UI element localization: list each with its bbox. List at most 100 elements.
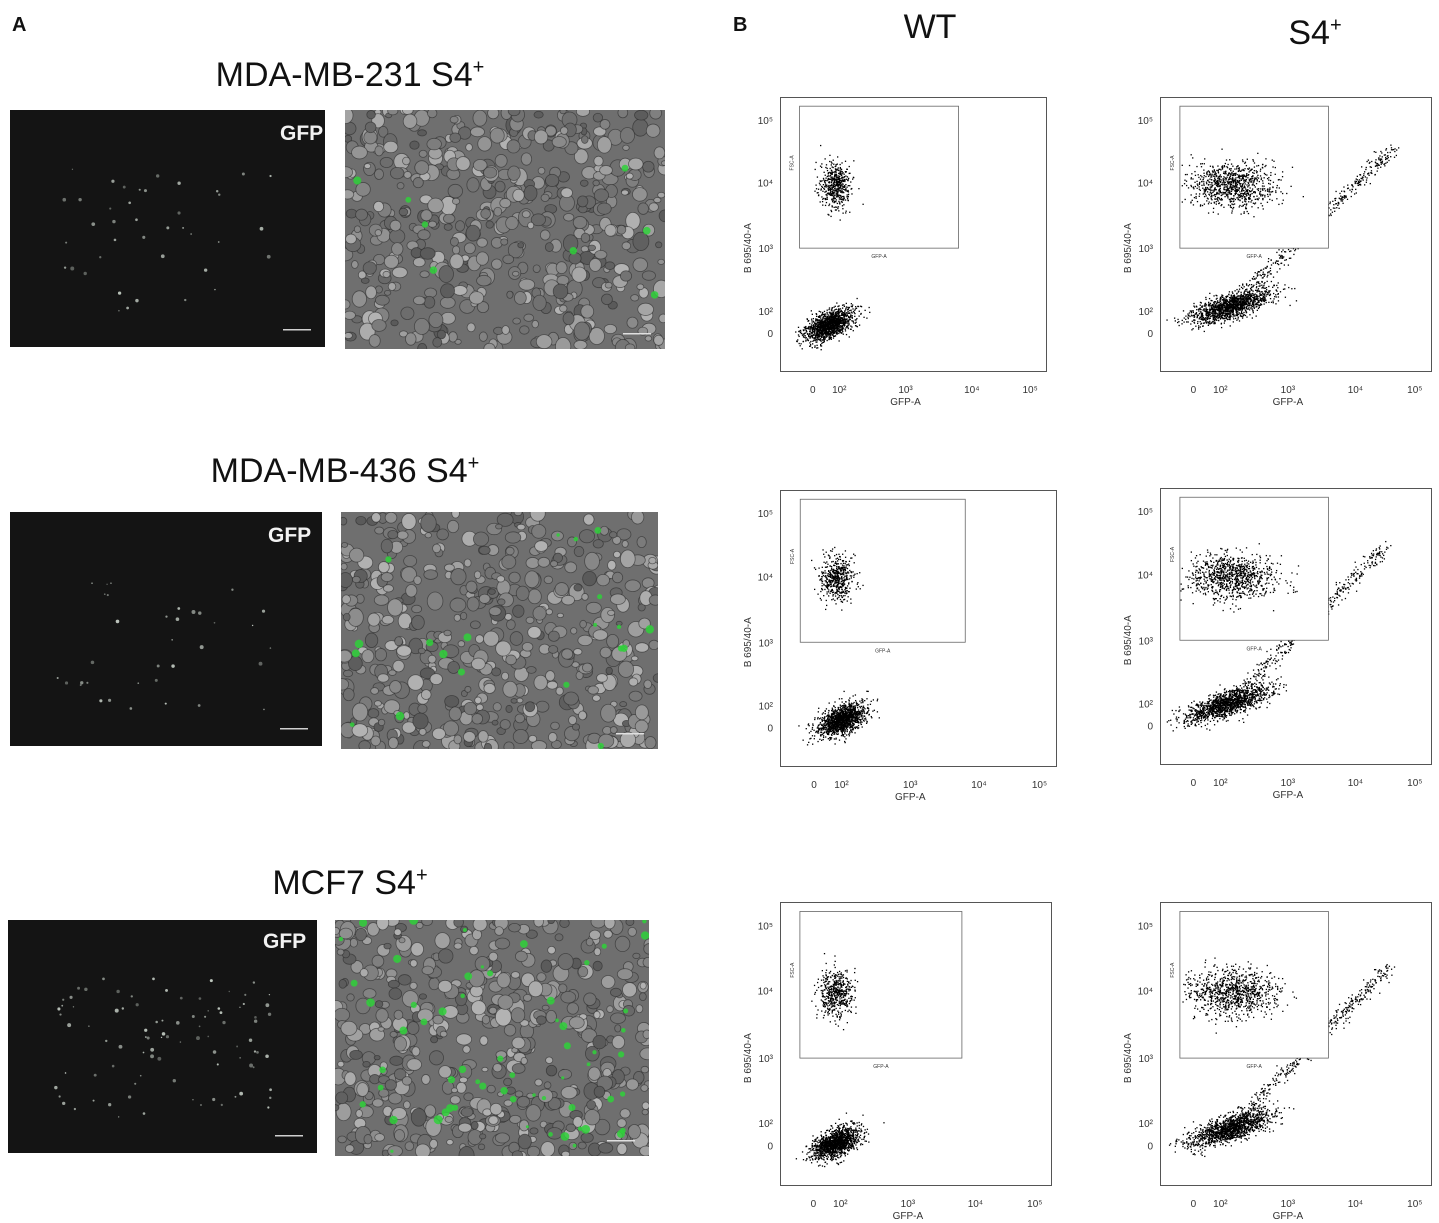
scatter-points [795,1112,885,1168]
x-tick-label: 10² [834,780,849,791]
inset-plot: GFP-A FSC-A [1170,105,1329,260]
x-tick-label: 10⁵ [1027,1199,1042,1210]
y-tick-label: 0 [1147,329,1153,340]
scatter-points [1166,144,1400,333]
scatter-points [1168,963,1396,1158]
inset-x-label: GFP-A [871,254,887,260]
x-axis-label: GFP-A [1273,397,1304,408]
wt-column-header: WT [903,8,957,46]
x-axis-label: GFP-A [890,397,921,408]
scatter-points [1166,540,1392,732]
inset-plot: GFP-A FSC-A [790,498,966,654]
gfp-fluorescence-image-row3: GFP [8,920,317,1153]
row2-cell-title: MDA-MB-436 S4+ [210,452,480,490]
x-tick-label: 0 [810,385,816,396]
y-tick-label: 10² [759,1119,774,1130]
cell-layer [341,512,658,749]
y-tick-label: 10² [759,307,774,318]
x-tick-label: 10⁴ [971,780,986,791]
merged-brightfield-image-row2 [341,512,658,749]
speckle-layer [62,168,272,312]
speckle-layer [54,977,272,1118]
scale-bar-line [283,329,311,331]
x-tick-label: 10² [1213,778,1228,789]
y-axis-label: B 695/40-A [743,1033,754,1083]
y-tick-label: 10² [1139,1119,1154,1130]
flow-plot-wt-row1: 0 10² 10³ 10⁴ 10⁵ 0 10² 10³ 10⁴ 10⁵ GFP-A B 695/40-… [743,97,1047,408]
inset-y-label: FSC-A [790,962,796,978]
flow-plot-s4-row3: 0 10² 10³ 10⁴ 10⁵ 0 10² 10³ 10⁴ 10⁵ GFP-A B 695/40-… [1123,902,1432,1222]
gfp-label: GFP [280,122,324,145]
y-axis-label: B 695/40-A [743,617,754,667]
y-tick-label: 10³ [1139,1054,1154,1065]
inset-x-label: GFP-A [1247,646,1263,652]
x-tick-label: 10³ [901,1199,916,1210]
scale-bar-line [280,728,308,730]
x-axis-label: GFP-A [895,792,926,803]
inset-plot: GFP-A FSC-A [1170,911,1329,1070]
x-tick-label: 0 [1191,385,1197,396]
inset-plot: GFP-A FSC-A [790,911,963,1070]
y-tick-label: 0 [767,724,773,735]
row1-cell-title: MDA-MB-231 S4+ [215,56,485,94]
y-tick-label: 10³ [1139,244,1154,255]
y-tick-label: 0 [767,329,773,340]
cell-texture [335,920,649,1156]
x-tick-label: 10⁵ [1407,778,1422,789]
y-tick-label: 10⁴ [1138,179,1153,190]
x-tick-label: 10⁴ [1348,1199,1363,1210]
y-tick-label: 10⁴ [1138,986,1153,997]
y-tick-label: 10² [1139,307,1154,318]
scale-bar-line [616,733,644,735]
inset-x-label: GFP-A [1247,1064,1263,1070]
y-tick-label: 10³ [1139,636,1154,647]
inset-y-label: FSC-A [790,155,796,171]
cell-texture [341,512,658,749]
x-tick-label: 0 [811,1199,817,1210]
cell-layer [345,110,665,349]
gfp-label: GFP [268,524,312,547]
x-tick-label: 10³ [898,385,913,396]
y-axis-label: B 695/40-A [743,223,754,273]
s4-column-header: S4+ [1288,14,1342,52]
x-axis-label: GFP-A [1273,790,1304,801]
y-tick-label: 10⁴ [758,179,773,190]
y-tick-label: 10³ [759,1054,774,1065]
scatter-points [795,297,871,351]
inset-x-label: GFP-A [873,1064,889,1070]
y-tick-label: 10⁵ [758,116,773,127]
y-tick-label: 10⁴ [1138,570,1153,581]
y-axis-label: B 695/40-A [1123,1033,1134,1083]
x-tick-label: 10⁴ [964,385,979,396]
y-tick-label: 0 [1147,722,1153,733]
x-tick-label: 10⁵ [1407,1199,1422,1210]
gfp-speckles [62,168,311,331]
gfp-speckles [56,582,308,730]
gfp-label: GFP [263,930,307,953]
x-axis-label: GFP-A [1273,1211,1304,1222]
x-tick-label: 0 [1191,778,1197,789]
scale-bar-line [607,1140,635,1142]
x-tick-label: 10⁴ [1348,385,1363,396]
panel-b-letter: B [733,14,748,36]
inset-y-label: FSC-A [790,548,796,564]
x-axis-label: GFP-A [893,1211,924,1222]
merged-brightfield-image-row1 [345,110,665,349]
y-axis-label: B 695/40-A [1123,223,1134,273]
y-axis-label: B 695/40-A [1123,615,1134,665]
y-tick-label: 10⁴ [758,572,773,583]
inset-x-label: GFP-A [875,648,891,654]
y-tick-label: 10⁵ [1138,507,1153,518]
speckle-layer [56,582,272,711]
y-tick-label: 10³ [759,638,774,649]
panel-a-letter: A [12,14,27,36]
gfp-fluorescence-image-row1: GFP [10,110,325,347]
inset-x-label: GFP-A [1247,254,1263,260]
cell-texture [345,110,665,349]
y-tick-label: 10³ [759,244,774,255]
x-tick-label: 10⁵ [1407,385,1422,396]
x-tick-label: 10³ [1281,778,1296,789]
x-tick-label: 10³ [1281,385,1296,396]
row3-cell-title: MCF7 S4+ [272,864,428,902]
flow-plot-wt-row2: 0 10² 10³ 10⁴ 10⁵ 0 10² 10³ 10⁴ 10⁵ GFP-A B 695/40-… [743,490,1057,803]
